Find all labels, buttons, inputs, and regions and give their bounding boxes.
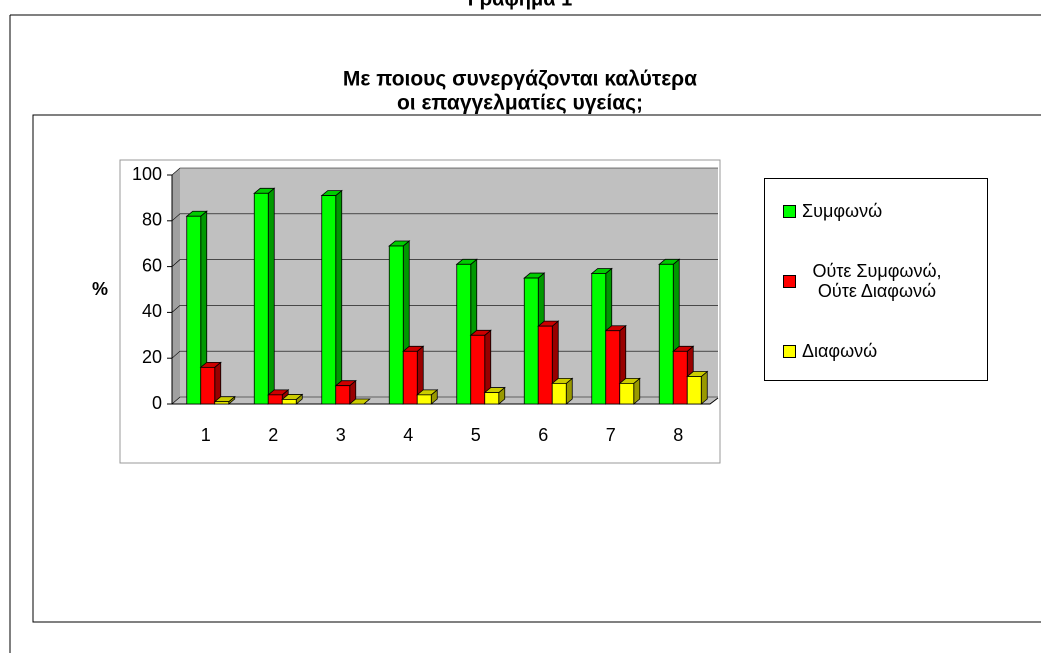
bar-top — [348, 398, 371, 405]
bar — [551, 382, 567, 405]
x-tick-label: 5 — [471, 425, 481, 445]
bar — [416, 394, 432, 405]
legend-item: Ούτε Συμφωνώ, Ούτε Διαφωνώ — [783, 261, 952, 301]
plot-frame — [119, 159, 721, 464]
bar — [484, 392, 500, 405]
bar — [605, 330, 621, 405]
bar — [456, 263, 472, 405]
chart-title: Με ποιους συνεργάζονται καλύτερα — [343, 68, 697, 91]
plot-wall — [172, 168, 718, 404]
bar-side — [700, 370, 708, 405]
x-tick-label: 2 — [268, 425, 278, 445]
x-tick-label: 7 — [606, 425, 616, 445]
grid-line — [171, 167, 718, 176]
bar — [537, 325, 553, 405]
legend-label: Ούτε Συμφωνώ, Ούτε Διαφωνώ — [812, 261, 942, 301]
bar — [591, 273, 607, 405]
bar — [686, 376, 702, 405]
bar-side — [267, 187, 275, 405]
x-tick-label: 1 — [201, 425, 211, 445]
grid-line — [171, 213, 718, 222]
bar — [658, 263, 674, 405]
bar — [214, 401, 230, 405]
y-axis-label: % — [92, 279, 108, 299]
x-tick-label: 8 — [673, 425, 683, 445]
legend-label: Συμφωνώ — [802, 201, 883, 221]
y-tick-label: 0 — [152, 393, 162, 413]
legend-item: Συμφωνώ — [783, 201, 952, 221]
legend-label: Διαφωνώ — [802, 341, 878, 361]
bar — [281, 399, 297, 405]
y-tick-label: 60 — [142, 255, 162, 275]
bar — [672, 350, 688, 405]
bar — [335, 385, 351, 405]
x-tick-label: 6 — [538, 425, 548, 445]
x-tick-label: 3 — [336, 425, 346, 445]
bar — [253, 192, 269, 405]
bar — [619, 382, 635, 405]
y-tick-label: 40 — [142, 301, 162, 321]
bar — [321, 195, 337, 405]
bar — [186, 215, 202, 405]
side-wall — [172, 168, 180, 404]
y-tick-label: 100 — [132, 164, 162, 184]
bar — [470, 334, 486, 405]
x-tick-label: 4 — [403, 425, 413, 445]
bar — [523, 277, 539, 405]
bar — [402, 350, 418, 405]
bar — [388, 245, 404, 405]
grid-line — [171, 259, 718, 267]
y-tick-label: 80 — [142, 210, 162, 230]
y-tick-label: 20 — [142, 347, 162, 367]
chart-frame — [32, 114, 1041, 623]
legend-swatch — [783, 204, 796, 218]
heading: Γράφημα 1 — [468, 0, 572, 10]
legend-swatch — [783, 274, 796, 288]
bar — [267, 394, 283, 405]
legend: Συμφωνώ Ούτε Συμφωνώ, Ούτε Διαφωνώ Διαφωνώ — [764, 178, 988, 381]
bar-side — [335, 189, 343, 405]
legend-swatch — [783, 344, 796, 358]
legend-item: Διαφωνώ — [783, 341, 952, 361]
bar — [200, 366, 216, 405]
chart-title: οι επαγγελματίες υγείας; — [397, 92, 643, 115]
